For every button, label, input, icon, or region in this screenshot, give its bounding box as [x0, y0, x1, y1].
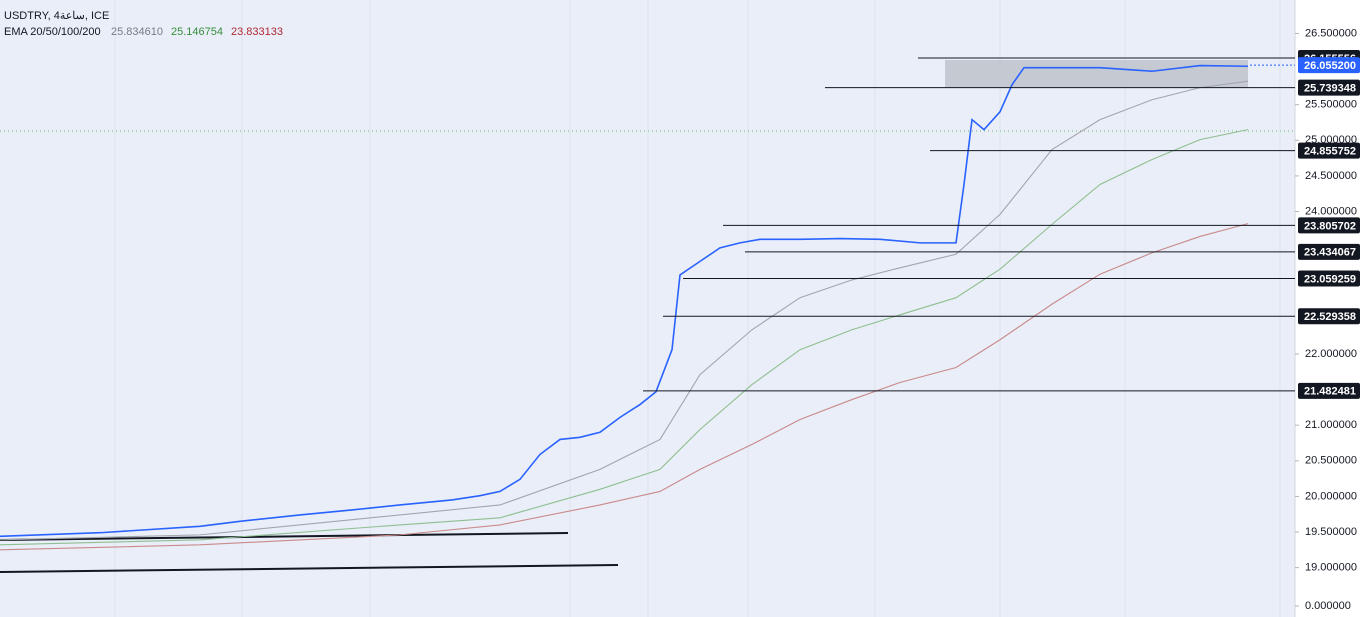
y-tick-label: 20.000000 — [1305, 490, 1357, 502]
last-price-bg — [1298, 57, 1360, 74]
ema-line — [0, 80, 1249, 541]
y-tick-label: 24.500000 — [1305, 170, 1357, 182]
level-label: 25.739348 — [1304, 83, 1356, 95]
ema-line — [0, 223, 1249, 551]
y-tick-label: 24.000000 — [1305, 205, 1357, 217]
y-tick-label: 21.000000 — [1305, 419, 1357, 431]
y-tick-label: 25.500000 — [1305, 99, 1357, 111]
level-label: 23.059259 — [1304, 273, 1356, 285]
level-label: 23.434067 — [1304, 247, 1356, 259]
level-label-bg — [1298, 308, 1360, 325]
level-label: 21.482481 — [1304, 386, 1356, 398]
indicator-name: EMA 20/50/100/200 — [4, 26, 101, 38]
range-box — [945, 60, 1248, 88]
level-label: 22.529358 — [1304, 311, 1356, 323]
time-grid — [114, 0, 1281, 617]
symbol-title: USDTRY, 4ساعة, ICE — [4, 10, 109, 22]
level-label: 23.805702 — [1304, 220, 1356, 232]
level-label-bg — [1298, 382, 1360, 399]
level-label: 24.855752 — [1304, 145, 1356, 157]
level-label-bg — [1298, 270, 1360, 287]
y-tick-label: 22.000000 — [1305, 348, 1357, 360]
level-label-bg — [1298, 243, 1360, 260]
last-price-label: 26.055200 — [1304, 60, 1356, 72]
trend-line — [0, 532, 569, 541]
level-label-bg — [1298, 79, 1360, 96]
y-tick-label: 0.000000 — [1305, 600, 1351, 612]
ema-value: 23.833133 — [231, 26, 283, 38]
ema-value: 25.834610 — [111, 26, 163, 38]
y-tick-label: 19.500000 — [1305, 526, 1357, 538]
y-tick-label: 20.500000 — [1305, 455, 1357, 467]
price-line — [0, 64, 1249, 538]
level-label-bg — [1298, 217, 1360, 234]
y-tick-label: 19.000000 — [1305, 562, 1357, 574]
level-label-bg — [1298, 142, 1360, 159]
trend-line — [0, 564, 619, 573]
ema-line — [0, 129, 1249, 546]
y-tick-label: 26.500000 — [1305, 27, 1357, 39]
ema-value: 25.146754 — [171, 26, 223, 38]
